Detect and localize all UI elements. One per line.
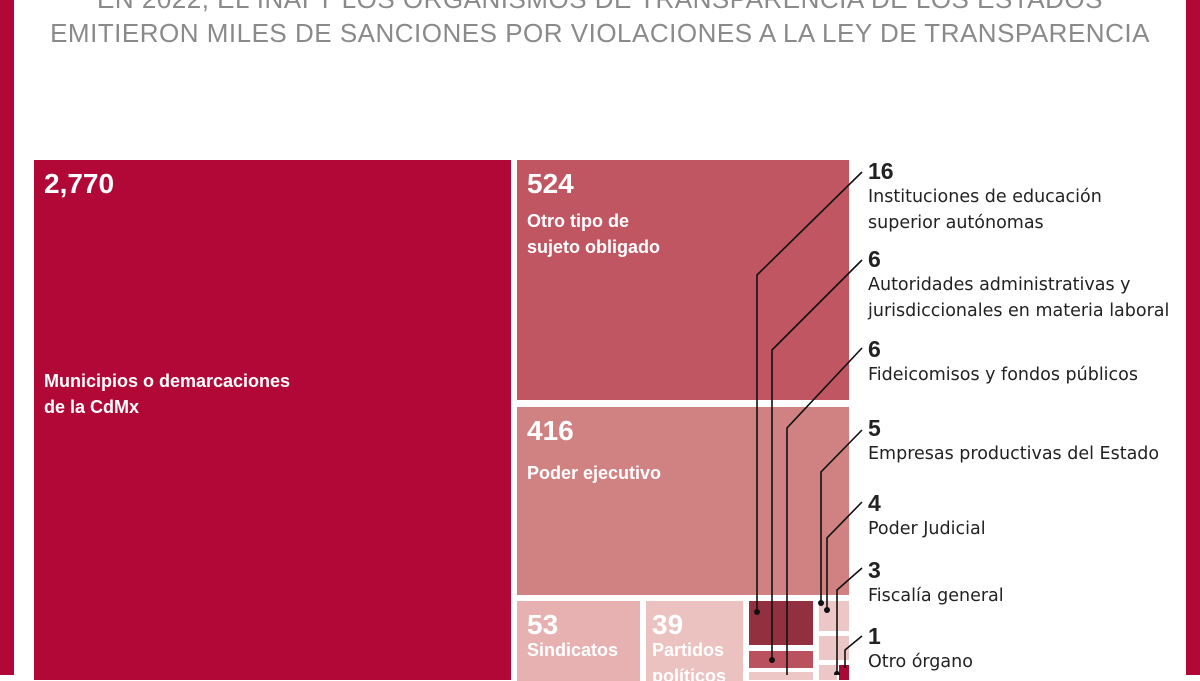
tile-value: 53 — [527, 609, 559, 640]
tile-value: 524 — [527, 168, 574, 199]
frame-left — [0, 0, 14, 675]
callout-instituciones: 16 Instituciones de educación superior a… — [868, 158, 1102, 236]
leader-dot-instituciones — [754, 609, 760, 615]
leader-dot-empresas — [818, 600, 824, 606]
callout-value: 5 — [868, 415, 881, 441]
leader-line-fideicomisos — [786, 347, 863, 675]
tile-value: 416 — [527, 415, 574, 446]
callout-poder-judicial: 4 Poder Judicial — [868, 490, 986, 542]
tile-otro-organo — [839, 665, 849, 680]
callout-label: Instituciones de educación superior autó… — [868, 187, 1102, 233]
leader-line-fiscalia — [836, 567, 863, 674]
tile-value: 2,770 — [44, 168, 115, 199]
callout-label: Poder Judicial — [868, 519, 986, 539]
callout-value: 6 — [868, 336, 881, 362]
tile-partidos: 39 Partidos políticos — [646, 601, 743, 681]
leader-line-empresas — [820, 429, 863, 603]
callout-autoridades: 6 Autoridades administrativas y jurisdic… — [868, 246, 1169, 324]
tile-empresas-productivas — [819, 601, 849, 631]
frame-right — [1186, 0, 1200, 675]
tile-label: Otro tipo de sujeto obligado — [527, 211, 660, 257]
tile-instituciones-educacion — [749, 601, 813, 645]
leader-dot-autoridades — [769, 657, 775, 663]
tile-sindicatos: 53 Sindicatos — [517, 601, 640, 681]
chart-title-line-2: EMITIERON MILES DE SANCIONES POR VIOLACI… — [50, 18, 1150, 48]
leader-line-instituciones — [756, 171, 863, 612]
tile-label: Poder ejecutivo — [527, 463, 662, 483]
leader-dot-fiscalia — [834, 671, 840, 675]
callout-fideicomisos: 6 Fideicomisos y fondos públicos — [868, 336, 1138, 388]
callout-label: Fiscalía general — [868, 586, 1004, 606]
callout-empresas: 5 Empresas productivas del Estado — [868, 415, 1159, 467]
tile-label: Municipios o demarcaciones de la CdMx — [44, 371, 291, 417]
callout-value: 4 — [868, 490, 881, 516]
tile-otro-tipo: 524 Otro tipo de sujeto obligado — [517, 160, 849, 400]
tile-poder-ejecutivo: 416 Poder ejecutivo — [517, 407, 849, 595]
tile-value: 39 — [652, 609, 684, 640]
leader-line-otro-organo — [844, 635, 863, 668]
leader-dot-poder-judicial — [824, 607, 830, 613]
callout-value: 6 — [868, 246, 881, 272]
tile-autoridades-laborales — [749, 651, 813, 668]
tile-municipios: 2,770 Municipios o demarcaciones de la C… — [34, 160, 511, 680]
callout-label: Autoridades administrativas y jurisdicci… — [868, 275, 1170, 321]
callout-value: 1 — [868, 623, 881, 649]
tile-poder-judicial — [819, 636, 849, 660]
callout-label: Otro órgano — [868, 652, 973, 672]
callout-value: 16 — [868, 158, 894, 184]
chart-title-line-1: EN 2022, EL INAI Y LOS ORGANISMOS DE TRA… — [0, 0, 1200, 15]
callout-fiscalia: 3 Fiscalía general — [868, 557, 1004, 609]
callout-label: Fideicomisos y fondos públicos — [868, 365, 1138, 385]
callout-label: Empresas productivas del Estado — [868, 444, 1160, 464]
callout-otro-organo: 1 Otro órgano — [868, 623, 973, 675]
callout-value: 3 — [868, 557, 881, 583]
leader-line-poder-judicial — [826, 501, 863, 610]
tile-label: Sindicatos — [527, 640, 619, 660]
leader-line-autoridades — [771, 259, 863, 660]
